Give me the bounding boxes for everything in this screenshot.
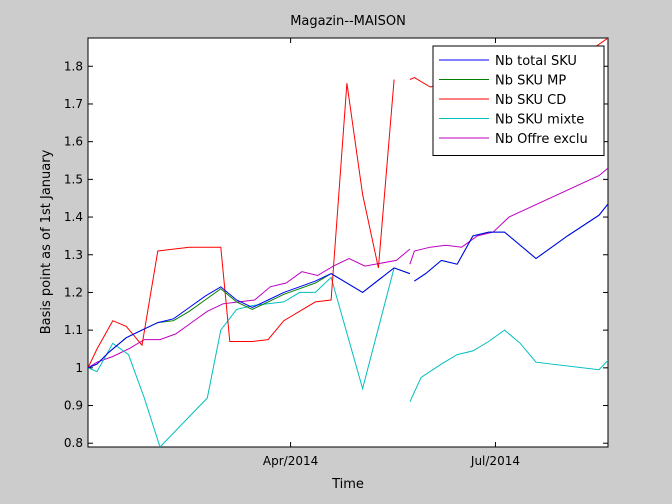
x-tick-label: Jul/2014 <box>470 454 520 468</box>
legend-entry: Nb SKU mixte <box>495 113 584 128</box>
legend-entry: Nb SKU CD <box>495 93 566 108</box>
legend-entry: Nb total SKU <box>495 54 577 69</box>
y-axis-label: Basis point as of 1st January <box>39 149 54 334</box>
legend-box <box>432 45 605 156</box>
y-tick-label: 1.7 <box>64 97 83 111</box>
y-tick-label: 1.5 <box>64 172 83 186</box>
y-tick-label: 0.9 <box>64 399 83 413</box>
legend-entry: Nb Offre exclu <box>495 132 588 147</box>
y-tick-label: 0.8 <box>64 436 83 450</box>
x-tick-label: Apr/2014 <box>263 454 318 468</box>
series-line-nb-total-sku <box>414 203 608 282</box>
y-tick-label: 1.1 <box>64 323 83 337</box>
chart-title: Magazin--MAISON <box>290 14 406 29</box>
x-axis-label: Time <box>331 477 364 492</box>
y-tick-label: 1.2 <box>64 285 83 299</box>
series-line-nb-sku-mixte <box>409 329 608 403</box>
legend: Nb total SKU Nb SKU MP Nb SKU CD Nb SKU mix… <box>432 45 605 156</box>
series-line-nb-total-sku <box>88 267 411 369</box>
y-tick-label: 1.6 <box>64 135 83 149</box>
series-line-nb-offre-exclu <box>88 248 411 369</box>
legend-entry: Nb SKU MP <box>495 74 566 89</box>
y-tick-label: 1.8 <box>64 59 83 73</box>
series-line-nb-sku-cd <box>88 79 395 369</box>
axis-ticks: 0.8 0.9 1 1.1 1.2 1.3 1.4 1.5 1.6 1.7 1.8 Apr/2014 J… <box>64 38 608 468</box>
series-line-nb-sku-mixte <box>88 267 395 447</box>
y-tick-label: 1 <box>75 361 83 375</box>
series-lines <box>88 38 608 447</box>
y-tick-label: 1.3 <box>64 248 83 262</box>
y-tick-label: 1.4 <box>64 210 83 224</box>
